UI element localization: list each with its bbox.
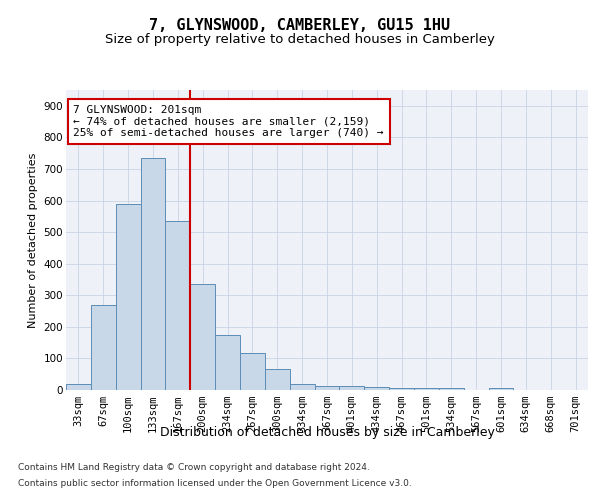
Text: Contains public sector information licensed under the Open Government Licence v3: Contains public sector information licen… (18, 478, 412, 488)
Bar (116, 204, 140, 390)
Y-axis label: Number of detached properties: Number of detached properties (28, 152, 38, 328)
Bar (66, 384, 91, 390)
Bar (290, 384, 314, 390)
Bar (389, 388, 414, 390)
Text: Size of property relative to detached houses in Camberley: Size of property relative to detached ho… (105, 32, 495, 46)
Bar (439, 388, 464, 390)
Bar (215, 334, 240, 390)
Text: Contains HM Land Registry data © Crown copyright and database right 2024.: Contains HM Land Registry data © Crown c… (18, 464, 370, 472)
Bar (91, 304, 116, 390)
Text: Distribution of detached houses by size in Camberley: Distribution of detached houses by size … (160, 426, 494, 439)
Bar (364, 388, 389, 390)
Bar (140, 158, 166, 390)
Bar (240, 352, 265, 390)
Bar (265, 369, 290, 390)
Bar (190, 284, 215, 390)
Bar (488, 388, 514, 390)
Bar (414, 388, 439, 390)
Text: 7, GLYNSWOOD, CAMBERLEY, GU15 1HU: 7, GLYNSWOOD, CAMBERLEY, GU15 1HU (149, 18, 451, 32)
Bar (340, 386, 364, 390)
Text: 7 GLYNSWOOD: 201sqm
← 74% of detached houses are smaller (2,159)
25% of semi-det: 7 GLYNSWOOD: 201sqm ← 74% of detached ho… (73, 105, 384, 138)
Bar (314, 386, 340, 390)
Bar (166, 221, 190, 390)
